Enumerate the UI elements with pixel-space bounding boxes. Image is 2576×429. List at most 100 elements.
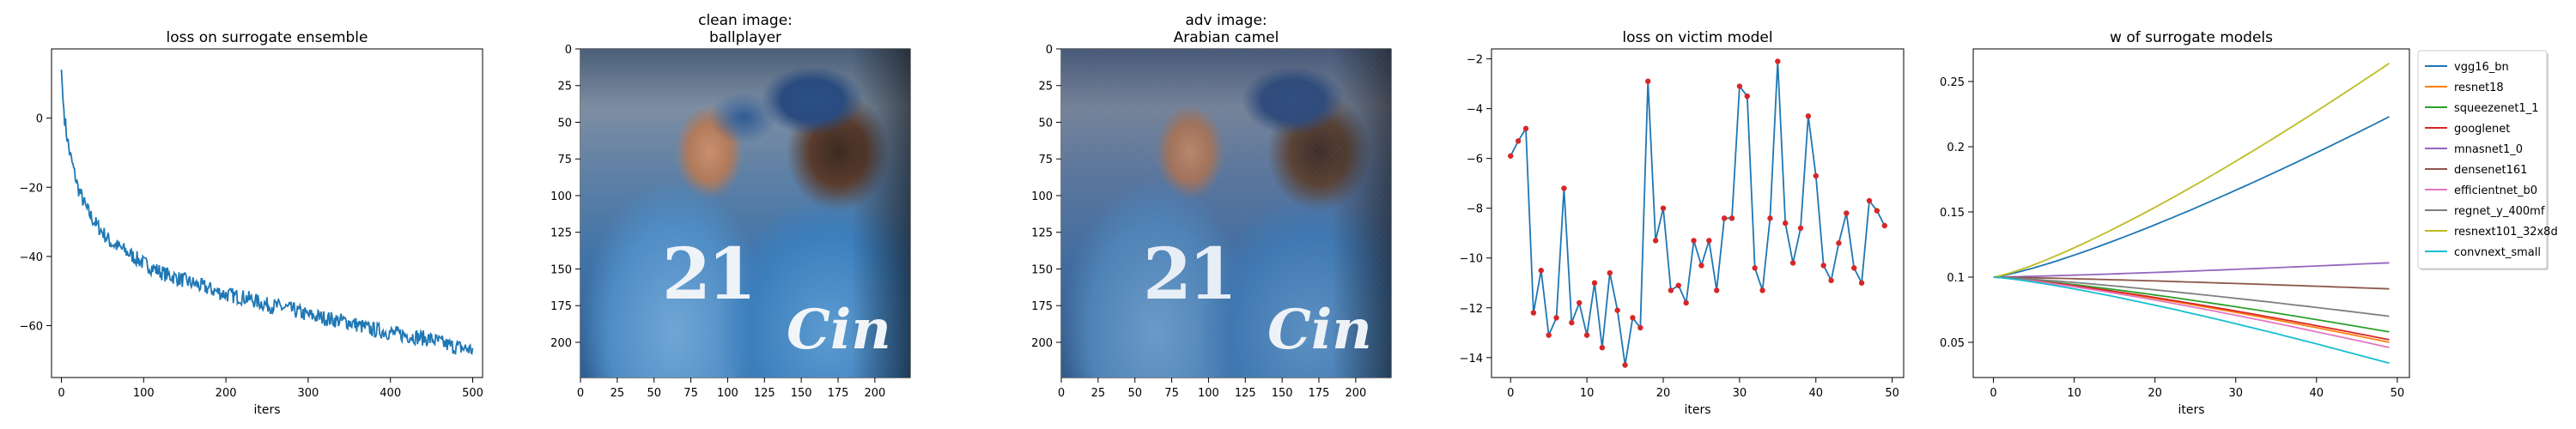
data-point [1736, 83, 1743, 89]
data-point [1836, 240, 1842, 246]
legend-entry: googlenet [2454, 123, 2510, 136]
data-point [1813, 172, 1819, 179]
data-point [1881, 222, 1887, 229]
y-tick-label: −8 [1467, 203, 1483, 216]
x-tick-label: 20 [1656, 387, 1671, 400]
x-tick-label: 20 [2148, 387, 2162, 400]
x-tick-label: 50 [647, 387, 661, 400]
x-tick-label: 0 [1058, 387, 1065, 400]
y-tick-label: 0.05 [1940, 337, 1965, 350]
x-tick-label: 100 [133, 387, 155, 400]
x-tick-label: 0 [1990, 387, 1996, 400]
data-point [1637, 324, 1643, 331]
y-tick-label: 0.1 [1947, 272, 1965, 285]
data-point [1553, 315, 1559, 321]
x-tick-label: 0 [1507, 387, 1514, 400]
chart-title: w of surrogate models [2110, 29, 2273, 46]
data-point [1820, 263, 1826, 269]
data-point [1858, 280, 1865, 286]
y-tick-label: 175 [1031, 300, 1053, 313]
chart-4: loss on victim model 0 10 20 30 40 50 −2 −4 −6 −8 −… [1460, 29, 1905, 417]
x-tick-label: 150 [1272, 387, 1293, 400]
y-tick-label: 0.15 [1940, 207, 1965, 220]
series-line [1510, 61, 1886, 366]
legend-entry: densenet161 [2454, 164, 2527, 177]
data-point [1561, 185, 1567, 191]
data-point [1828, 277, 1834, 284]
clean-image-photo: 21 Cin [580, 49, 910, 378]
data-point [1752, 265, 1758, 271]
data-point [1546, 332, 1552, 338]
data-point [1508, 153, 1514, 159]
data-point [1599, 344, 1606, 351]
x-tick-label: 25 [1091, 387, 1106, 400]
legend-entry: regnet_y_400mf [2454, 205, 2545, 218]
x-tick-label: 175 [828, 387, 849, 400]
axes-frame [1972, 48, 2410, 378]
data-point [1614, 307, 1620, 313]
data-point [1622, 362, 1628, 368]
x-axis-label: iters [253, 403, 280, 417]
y-tick-label: −14 [1460, 353, 1483, 366]
data-point [1522, 125, 1529, 132]
y-tick-label: 75 [1038, 154, 1053, 166]
y-tick-label: −10 [1460, 253, 1483, 266]
x-tick-label: 125 [754, 387, 775, 400]
y-tick-label: −60 [20, 321, 43, 334]
x-tick-label: 10 [2067, 387, 2081, 400]
legend [2417, 50, 2548, 269]
data-point [1569, 319, 1575, 326]
jersey-number: 21 [662, 233, 756, 316]
x-tick-label: 25 [611, 387, 625, 400]
x-tick-label: 125 [1235, 387, 1256, 400]
series-line [1993, 276, 2390, 365]
y-tick-label: 0 [36, 113, 43, 126]
chart-title: clean image: [698, 12, 793, 29]
x-tick-label: 75 [683, 387, 698, 400]
x-tick-label: 200 [1345, 387, 1366, 400]
data-point [1851, 265, 1857, 271]
legend-entry: convnext_small [2454, 246, 2541, 259]
x-tick-label: 200 [864, 387, 885, 400]
y-tick-label: 0.2 [1947, 142, 1965, 154]
legend-entry: resnext101_32x8d [2454, 226, 2558, 239]
y-tick-label: 25 [1038, 81, 1053, 94]
series-line [1993, 276, 2390, 333]
data-point [1583, 332, 1590, 338]
x-tick-label: 200 [216, 387, 237, 400]
data-point [1759, 287, 1765, 293]
x-tick-label: 50 [2391, 387, 2405, 400]
chart-title: adv image: [1185, 12, 1267, 29]
data-point [1630, 315, 1636, 321]
x-tick-label: 150 [791, 387, 812, 400]
x-tick-label: 30 [1733, 387, 1747, 400]
data-point [1675, 282, 1681, 288]
x-tick-label: 50 [1127, 387, 1142, 400]
x-tick-label: 0 [58, 387, 64, 400]
data-point [1538, 268, 1544, 274]
data-point [1515, 138, 1522, 144]
y-tick-label: 125 [550, 227, 572, 240]
y-tick-label: −20 [20, 182, 43, 195]
y-tick-label: 100 [550, 190, 572, 203]
data-point [1530, 310, 1537, 316]
data-point [1721, 215, 1728, 221]
data-point [1607, 269, 1613, 276]
adv-image-photo: 21 Cin [1061, 49, 1391, 378]
x-tick-label: 175 [1309, 387, 1330, 400]
data-point [1645, 78, 1651, 84]
data-point [1866, 197, 1873, 204]
chart-1: loss on surrogate ensemble 0 100 200 300 400 5… [20, 29, 483, 417]
y-tick-label: 175 [550, 300, 572, 313]
data-point [1775, 58, 1781, 64]
x-tick-label: 40 [1809, 387, 1824, 400]
series-line [1993, 276, 2390, 341]
series-line [60, 69, 474, 355]
data-point [1874, 208, 1880, 214]
x-tick-label: 400 [380, 387, 401, 400]
data-point [1728, 215, 1735, 221]
y-tick-label: −4 [1467, 104, 1483, 117]
x-tick-label: 75 [1164, 387, 1179, 400]
chart-2: clean image:ballplayer 0 25 50 75 100 125 150 17… [550, 12, 911, 400]
